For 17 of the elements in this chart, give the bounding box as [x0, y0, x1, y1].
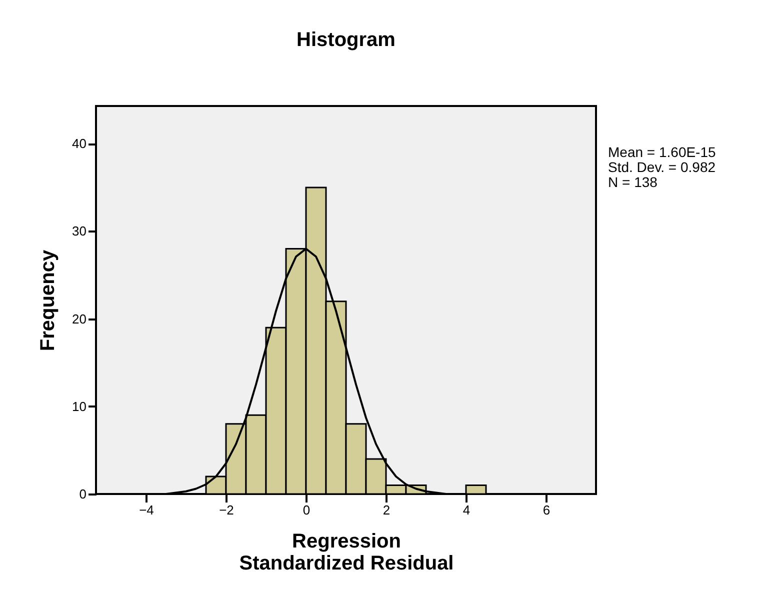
- y-tick-label: 10: [72, 398, 86, 414]
- x-tick-label: −2: [219, 502, 234, 518]
- x-tick-label: 4: [462, 502, 470, 518]
- x-tick-label: 6: [542, 502, 550, 518]
- x-axis-title: Regression Standardized Residual: [239, 530, 454, 574]
- text: Std. Dev. = 0.982: [608, 159, 716, 175]
- x-tick-label: 2: [382, 502, 390, 518]
- x-tick-label: −4: [139, 502, 154, 518]
- text: N = 138: [608, 174, 658, 190]
- chart-title: Histogram: [296, 29, 396, 51]
- y-tick-label: 30: [72, 224, 86, 239]
- text: Mean = 1.60E-15: [608, 144, 716, 160]
- y-axis-title: Frequency: [37, 249, 60, 352]
- x-tick-label: 0: [302, 502, 310, 518]
- y-tick-label: 20: [72, 311, 86, 326]
- y-tick-label: 40: [72, 136, 86, 152]
- y-tick-label: 0: [79, 486, 86, 502]
